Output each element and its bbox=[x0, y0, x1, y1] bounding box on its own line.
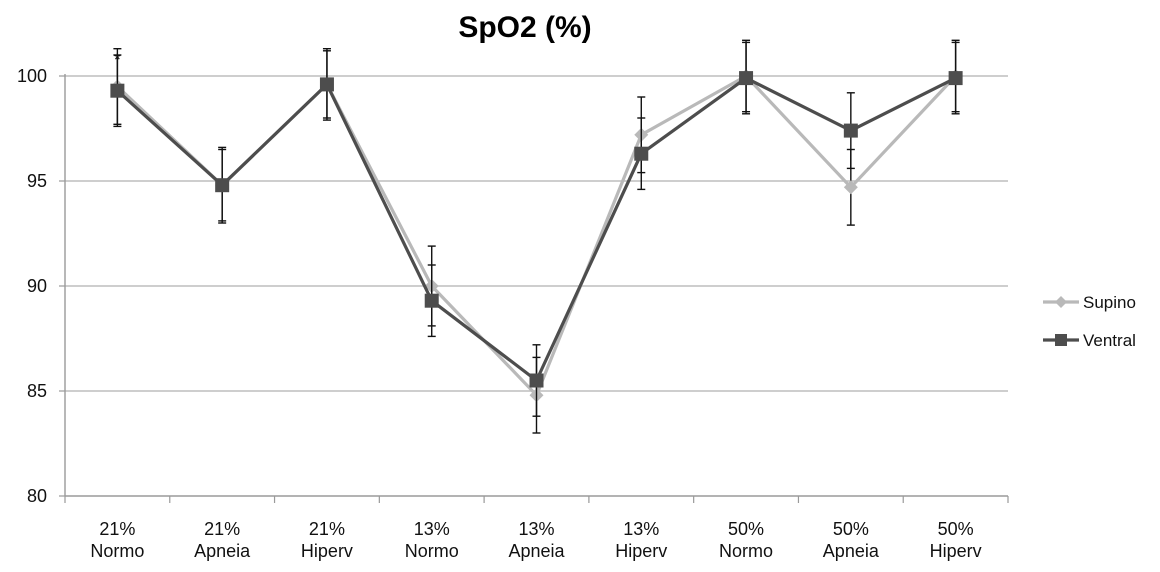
x-tick-label-line: 13% bbox=[414, 519, 450, 539]
point-supino-7 bbox=[843, 180, 858, 195]
point-ventral-8 bbox=[948, 71, 963, 86]
series-ventral bbox=[110, 41, 963, 417]
x-tick-label-line: 50% bbox=[833, 519, 869, 539]
legend-label-ventral: Ventral bbox=[1083, 331, 1136, 350]
x-tick-label-line: Hiperv bbox=[615, 541, 667, 561]
x-tick-label-line: Normo bbox=[719, 541, 773, 561]
x-tick-label-line: 50% bbox=[938, 519, 974, 539]
x-tick-label-line: Apneia bbox=[194, 541, 251, 561]
x-tick-label-6: 50% Normo bbox=[719, 519, 773, 561]
legend-entry-ventral: Ventral bbox=[1043, 331, 1136, 350]
x-tick-label-4: 13% Apneia bbox=[508, 519, 565, 561]
x-tick-label-2: 21% Hiperv bbox=[301, 519, 353, 561]
x-tick-label-line: 21% bbox=[204, 519, 240, 539]
x-tick-label-line: 13% bbox=[623, 519, 659, 539]
point-ventral-1 bbox=[215, 178, 230, 193]
x-tick-label-line: 13% bbox=[518, 519, 554, 539]
legend-marker-square bbox=[1055, 334, 1067, 346]
x-tick-label-line: Apneia bbox=[823, 541, 880, 561]
legend-entry-supino: Supino bbox=[1043, 293, 1136, 312]
x-tick-label-line: Hiperv bbox=[930, 541, 982, 561]
point-ventral-5 bbox=[634, 146, 649, 161]
x-tick-label-line: 21% bbox=[309, 519, 345, 539]
x-tick-label-0: 21% Normo bbox=[90, 519, 144, 561]
legend-label-supino: Supino bbox=[1083, 293, 1136, 312]
x-tick-label-5: 13% Hiperv bbox=[615, 519, 667, 561]
point-ventral-2 bbox=[319, 77, 334, 92]
annotation-asterisk-0: * bbox=[114, 50, 121, 70]
point-ventral-7 bbox=[843, 123, 858, 138]
annotations: * bbox=[114, 50, 121, 70]
legend-marker-diamond bbox=[1055, 296, 1067, 308]
y-tick-label-80: 80 bbox=[27, 486, 47, 506]
axes bbox=[59, 74, 1009, 503]
y-tick-labels: 80 85 90 95 100 bbox=[17, 66, 47, 506]
y-tick-label-85: 85 bbox=[27, 381, 47, 401]
x-tick-label-line: 21% bbox=[99, 519, 135, 539]
series-layer bbox=[110, 39, 963, 434]
point-ventral-3 bbox=[424, 293, 439, 308]
y-tick-label-100: 100 bbox=[17, 66, 47, 86]
x-tick-label-8: 50% Hiperv bbox=[930, 519, 982, 561]
x-tick-label-3: 13% Normo bbox=[405, 519, 459, 561]
x-tick-label-line: Apneia bbox=[508, 541, 565, 561]
x-tick-label-1: 21% Apneia bbox=[194, 519, 251, 561]
point-ventral-4 bbox=[529, 373, 544, 388]
chart-title: SpO2 (%) bbox=[458, 11, 591, 44]
x-tick-label-line: Hiperv bbox=[301, 541, 353, 561]
x-tick-label-line: Normo bbox=[90, 541, 144, 561]
point-ventral-6 bbox=[739, 71, 754, 86]
x-tick-label-line: 50% bbox=[728, 519, 764, 539]
series-line-ventral bbox=[116, 76, 957, 383]
x-tick-label-line: Normo bbox=[405, 541, 459, 561]
x-tick-label-7: 50% Apneia bbox=[823, 519, 880, 561]
y-tick-label-95: 95 bbox=[27, 171, 47, 191]
y-tick-label-90: 90 bbox=[27, 276, 47, 296]
legend: Supino Ventral bbox=[1043, 293, 1136, 350]
point-ventral-0 bbox=[110, 83, 125, 98]
